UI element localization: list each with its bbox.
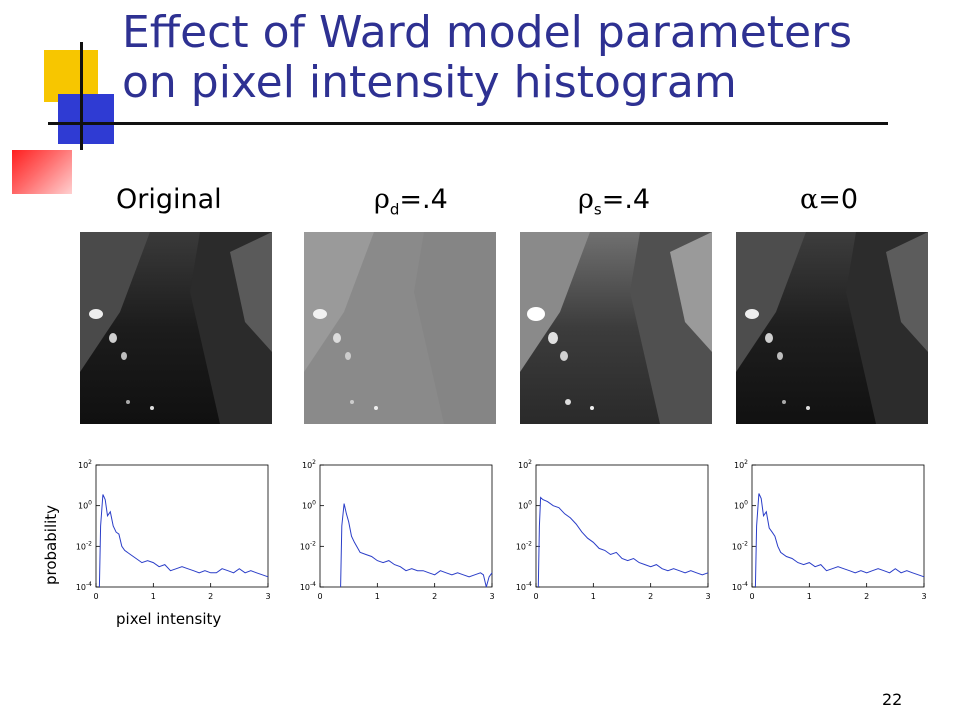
decor-horizontal-line <box>48 122 888 125</box>
histogram-rho-d: 0 1 2 3 102 100 10-2 10-4 <box>300 459 495 601</box>
image-rho-d <box>304 232 496 424</box>
label-rho-d: ρd=.4 <box>374 184 448 218</box>
y-tick-label: 10-2 <box>300 540 316 551</box>
x-tick-label: 3 <box>265 592 270 601</box>
y-axis-title: probability <box>42 504 60 585</box>
y-tick-label: 102 <box>78 459 92 470</box>
label-alpha: α=0 <box>800 184 858 215</box>
rho-s-value: =.4 <box>601 184 651 215</box>
histogram-original: 0 1 2 3 102 100 10-2 10-4 <box>76 459 271 601</box>
y-tick-label: 100 <box>734 500 748 511</box>
x-tick-label: 2 <box>432 592 437 601</box>
y-tick-label: 10-2 <box>76 540 92 551</box>
plot-frame <box>95 464 269 588</box>
y-tick-label: 10-4 <box>76 581 92 592</box>
label-original-text: Original <box>116 184 222 215</box>
x-tick-label: 2 <box>864 592 869 601</box>
x-tick-label: 1 <box>151 592 156 601</box>
image-rho-s <box>520 232 712 424</box>
y-tick-label: 10-4 <box>732 581 748 592</box>
histogram-alpha: 0 1 2 3 102 100 10-2 10-4 <box>732 459 927 601</box>
y-tick-label: 100 <box>78 500 92 511</box>
page-number: 22 <box>882 690 903 709</box>
label-rho-s: ρs=.4 <box>578 184 650 218</box>
slide-title: Effect of Ward model parameters on pixel… <box>122 8 942 108</box>
title-line-1: Effect of Ward model parameters <box>122 7 853 58</box>
histogram-line <box>340 503 493 588</box>
x-tick-label: 2 <box>648 592 653 601</box>
image-original <box>80 232 272 424</box>
decor-vertical-line <box>80 42 83 150</box>
title-line-2: on pixel intensity histogram <box>122 57 737 108</box>
rho-d-subscript: d <box>389 200 400 219</box>
rho-s-symbol: ρ <box>578 184 594 215</box>
x-tick-label: 3 <box>921 592 926 601</box>
histogram-line <box>754 493 925 588</box>
rho-s-subscript: s <box>593 200 602 219</box>
x-tick-label: 1 <box>807 592 812 601</box>
y-tick-label: 10-4 <box>300 581 316 592</box>
histogram-line <box>537 496 709 588</box>
plot-frame <box>319 464 493 588</box>
y-tick-label: 100 <box>518 500 532 511</box>
histogram-rho-s: 0 1 2 3 102 100 10-2 10-4 <box>516 459 711 601</box>
x-tick-label: 1 <box>375 592 380 601</box>
y-tick-label: 102 <box>734 459 748 470</box>
alpha-value: =0 <box>818 184 859 215</box>
x-tick-label: 3 <box>705 592 710 601</box>
x-tick-label: 3 <box>489 592 494 601</box>
x-tick-label: 0 <box>533 592 538 601</box>
rho-d-symbol: ρ <box>374 184 390 215</box>
x-tick-label: 0 <box>317 592 322 601</box>
image-alpha <box>736 232 928 424</box>
plot-frame <box>751 464 925 588</box>
x-axis-title: pixel intensity <box>116 610 222 628</box>
decor-yellow-square <box>44 50 98 102</box>
x-tick-label: 0 <box>749 592 754 601</box>
y-tick-label: 100 <box>302 500 316 511</box>
y-tick-label: 102 <box>302 459 316 470</box>
rho-d-value: =.4 <box>399 184 448 215</box>
y-tick-label: 102 <box>518 459 532 470</box>
decor-blue-square <box>58 94 114 144</box>
plot-frame <box>535 464 709 588</box>
alpha-symbol: α <box>800 184 819 215</box>
x-tick-label: 1 <box>591 592 596 601</box>
x-tick-label: 0 <box>93 592 98 601</box>
y-tick-label: 10-4 <box>516 581 532 592</box>
x-tick-label: 2 <box>208 592 213 601</box>
decor-red-square <box>12 150 72 194</box>
y-tick-label: 10-2 <box>732 540 748 551</box>
histogram-line <box>98 494 269 588</box>
label-original: Original <box>116 184 222 215</box>
y-tick-label: 10-2 <box>516 540 532 551</box>
